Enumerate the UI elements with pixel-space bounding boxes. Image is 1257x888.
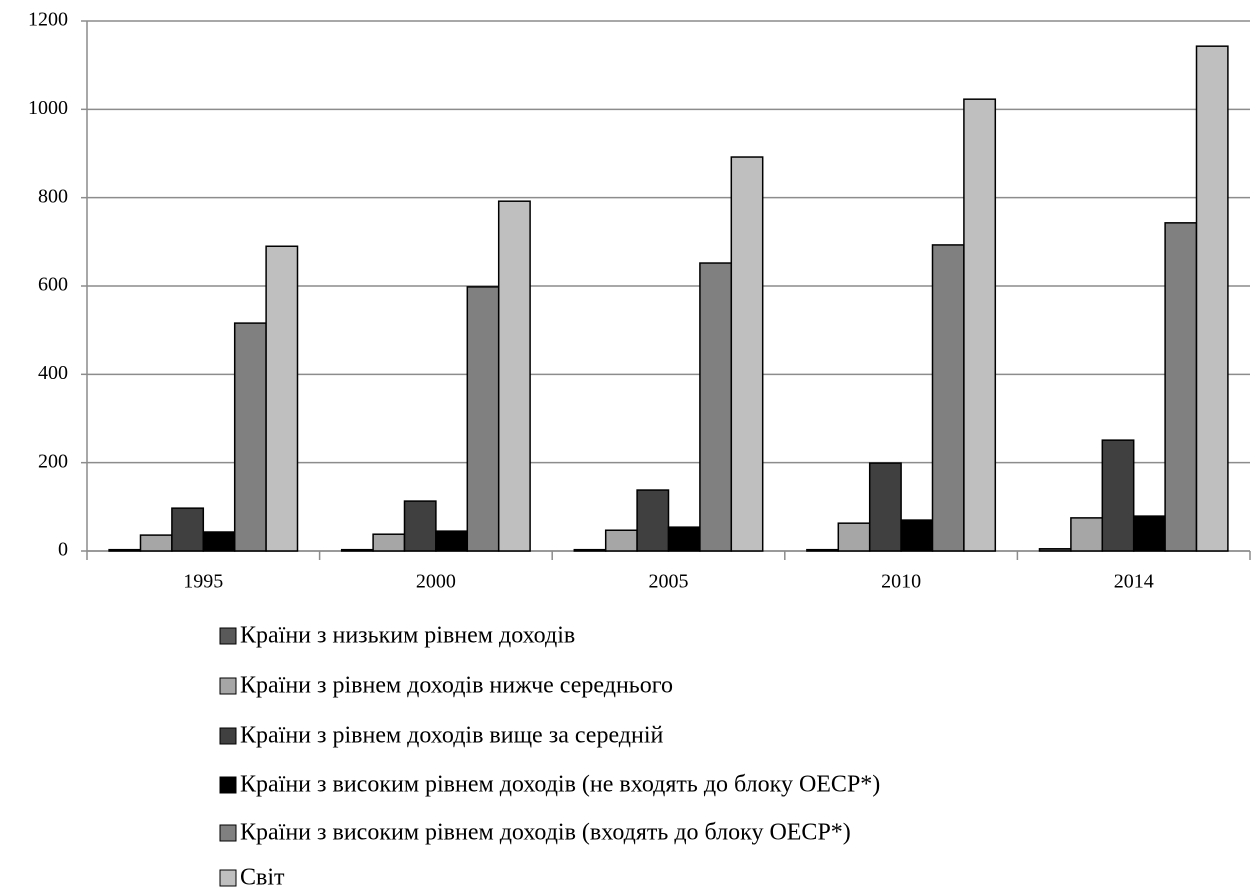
bar [108,548,142,552]
legend-swatch [219,824,237,842]
x-tick-label: 1995 [183,571,223,593]
bar [1164,222,1198,552]
bar [806,548,840,552]
legend-label: Країни з низьким рівнем доходів [240,623,575,649]
bar [868,462,902,552]
x-tick-label: 2000 [416,571,456,593]
legend-label: Країни з рівнем доходів вище за середній [240,723,663,749]
y-tick-label: 0 [58,539,68,561]
bar [265,245,299,552]
bar [604,529,638,552]
bar [233,322,267,552]
y-tick-label: 1000 [28,97,68,119]
bar [340,548,374,552]
bar [900,519,934,552]
bar [730,156,764,552]
legend-swatch [219,727,237,745]
legend-label: Країни з високим рівнем доходів (не вход… [240,772,880,798]
bar [837,522,871,552]
bar [497,200,531,552]
legend-label: Світ [240,865,285,888]
y-tick-label: 600 [38,274,68,296]
bar [372,533,406,552]
bar [1070,517,1104,552]
bar [699,262,733,552]
bar [636,489,670,552]
bar [171,507,205,552]
bar [963,98,997,552]
x-tick-label: 2014 [1114,571,1154,593]
bar [435,530,469,552]
legend-label: Країни з високим рівнем доходів (входять… [240,820,851,846]
legend-swatch [219,869,237,887]
bar [139,534,173,552]
x-tick-label: 2005 [649,571,689,593]
bar [1195,45,1229,552]
bar [931,244,965,552]
y-tick-label: 800 [38,185,68,207]
y-tick-label: 1200 [28,9,68,31]
bar [403,500,437,552]
bar [667,526,701,552]
bar [466,286,500,552]
legend-swatch [219,677,237,695]
y-tick-label: 400 [38,362,68,384]
bar [1132,515,1166,552]
bar [573,548,607,552]
legend-swatch [219,776,237,794]
x-tick-label: 2010 [881,571,921,593]
bar [1101,439,1135,552]
legend-swatch [219,627,237,645]
legend-label: Країни з рівнем доходів нижче середнього [240,673,673,699]
y-tick-label: 200 [38,450,68,472]
bar [202,531,236,552]
bar [1038,548,1072,552]
